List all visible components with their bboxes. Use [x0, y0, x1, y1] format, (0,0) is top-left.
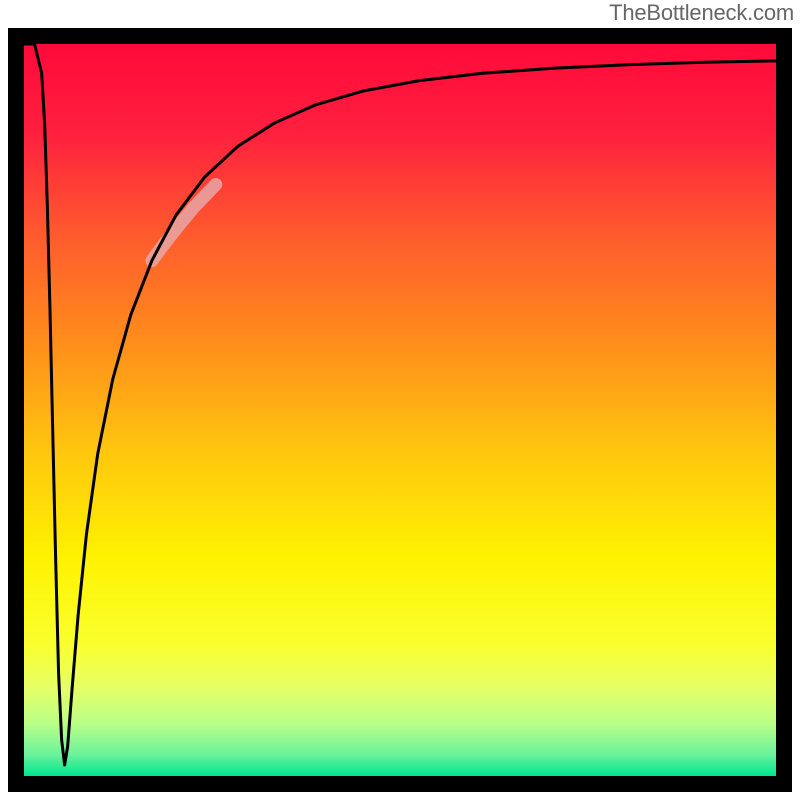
chart-root: { "watermark": { "text": "TheBottleneck.… [0, 0, 800, 800]
watermark-text: TheBottleneck.com [609, 0, 794, 26]
plot-frame [8, 28, 792, 792]
background-gradient [24, 44, 776, 776]
